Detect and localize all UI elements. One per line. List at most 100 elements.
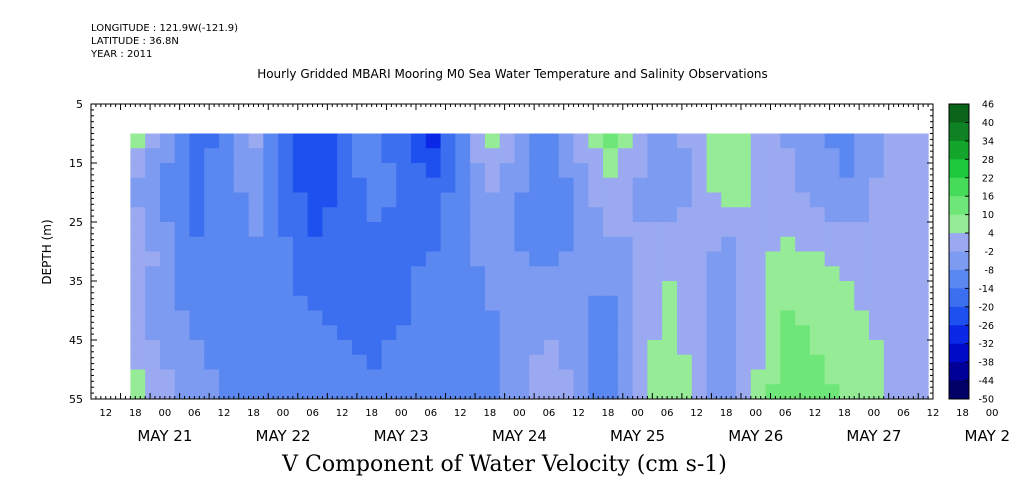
heatmap-cell	[603, 133, 619, 149]
heatmap-cell	[913, 251, 929, 267]
heatmap-cell	[544, 192, 560, 208]
heatmap-cell	[706, 354, 722, 371]
heatmap-cell	[351, 325, 368, 341]
heatmap-cell	[366, 133, 383, 149]
heatmap-cell	[145, 222, 161, 238]
heatmap-cell	[898, 133, 914, 149]
heatmap-cell	[883, 163, 900, 179]
heatmap-cell	[337, 325, 353, 341]
heatmap-cell	[765, 148, 781, 164]
heatmap-cell	[809, 133, 826, 149]
heatmap-cell	[425, 222, 442, 238]
heatmap-cell	[676, 148, 693, 164]
heatmap-cell	[529, 207, 545, 223]
heatmap-cell	[470, 222, 486, 238]
heatmap-cell	[662, 384, 678, 399]
heatmap-cell	[868, 354, 885, 371]
heatmap-cell	[292, 369, 309, 385]
heatmap-cell	[455, 207, 471, 223]
heatmap-cell	[499, 354, 516, 371]
heatmap-cell	[588, 222, 604, 238]
heatmap-cell	[809, 295, 826, 312]
heatmap-cell	[174, 266, 191, 282]
heatmap-cell	[691, 177, 708, 194]
colorbar-swatch	[949, 159, 969, 170]
heatmap-cell	[499, 251, 516, 267]
heatmap-cell	[381, 354, 397, 371]
heatmap-cell	[189, 281, 205, 297]
heatmap-cell	[381, 295, 397, 312]
heatmap-cell	[159, 340, 176, 356]
heatmap-cell	[868, 236, 885, 253]
x-tick-label: 12	[927, 408, 940, 419]
heatmap-cell	[396, 295, 412, 312]
heatmap-cell	[411, 192, 427, 208]
heatmap-cell	[647, 251, 663, 267]
x-tick-label: 18	[720, 408, 733, 419]
heatmap-cell	[484, 295, 501, 312]
heatmap-cell	[603, 325, 619, 341]
heatmap-cell	[411, 163, 427, 179]
heatmap-cell	[292, 325, 309, 341]
heatmap-cell	[366, 340, 383, 356]
heatmap-cell	[617, 310, 634, 326]
heatmap-cell	[603, 266, 619, 282]
heatmap-cell	[898, 207, 914, 223]
heatmap-cell	[278, 251, 294, 267]
heatmap-cell	[219, 266, 235, 282]
heatmap-cell	[145, 251, 161, 267]
heatmap-cell	[913, 163, 929, 179]
colorbar-swatch	[949, 177, 969, 188]
heatmap-cell	[603, 281, 619, 297]
heatmap-cell	[839, 163, 855, 179]
x-tick-label: 06	[424, 408, 437, 419]
heatmap-cell	[573, 236, 589, 253]
heatmap-cell	[765, 222, 781, 238]
heatmap-cell	[632, 236, 649, 253]
heatmap-cell	[721, 295, 737, 312]
heatmap-cell	[573, 222, 589, 238]
heatmap-cell	[647, 310, 663, 326]
heatmap-cell	[529, 148, 545, 164]
heatmap-cell	[189, 310, 205, 326]
heatmap-cell	[204, 340, 220, 356]
heatmap-cell	[470, 384, 486, 399]
heatmap-cell	[189, 369, 205, 385]
heatmap-cell	[145, 325, 161, 341]
heatmap-cell	[765, 133, 781, 149]
heatmap-cell	[809, 236, 826, 253]
colorbar-label: 46	[982, 100, 994, 111]
heatmap-cell	[322, 369, 338, 385]
heatmap-cell	[514, 251, 530, 267]
heatmap-cell	[130, 236, 146, 253]
heatmap-cell	[381, 192, 397, 208]
heatmap-cell	[809, 310, 826, 326]
x-date-label: MAY 22	[256, 427, 311, 445]
heatmap-cell	[750, 384, 767, 399]
heatmap-cell	[544, 295, 560, 312]
heatmap-cell	[484, 222, 501, 238]
heatmap-cell	[632, 340, 649, 356]
heatmap-cell	[632, 354, 649, 371]
heatmap-cell	[366, 310, 383, 326]
heatmap-cell	[765, 192, 781, 208]
heatmap-cell	[145, 310, 161, 326]
heatmap-cell	[514, 310, 530, 326]
heatmap-cell	[544, 207, 560, 223]
heatmap-cell	[307, 133, 324, 149]
heatmap-cell	[617, 177, 634, 194]
heatmap-cell	[839, 384, 855, 399]
heatmap-cell	[558, 133, 575, 149]
heatmap-cell	[603, 340, 619, 356]
heatmap-cell	[588, 236, 604, 253]
heatmap-cell	[440, 295, 456, 312]
heatmap-cell	[248, 340, 264, 356]
heatmap-cell	[632, 369, 649, 385]
heatmap-cell	[425, 192, 442, 208]
heatmap-cell	[868, 207, 885, 223]
heatmap-cell	[795, 354, 811, 371]
x-tick-label: 00	[395, 408, 408, 419]
colorbar-swatch	[949, 242, 969, 252]
y-tick-label: 15	[69, 157, 83, 170]
heatmap-cell	[307, 266, 324, 282]
